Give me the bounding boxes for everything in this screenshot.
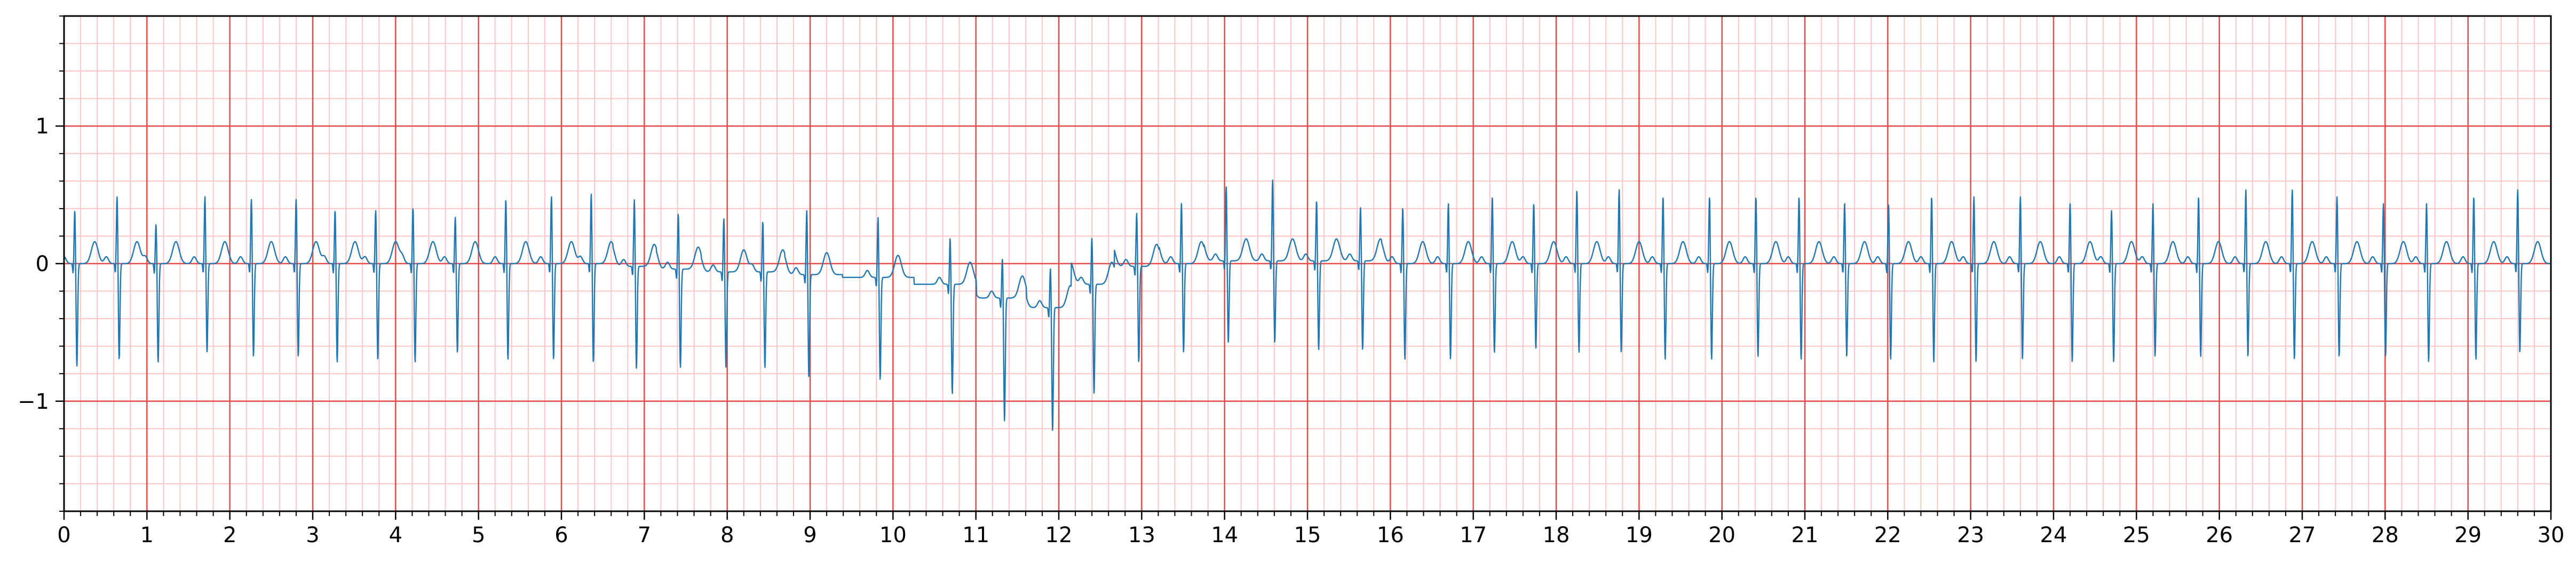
x-tick-label: 21 <box>1792 523 1819 548</box>
x-tick-label: 0 <box>57 523 70 548</box>
x-tick-label: 6 <box>554 523 568 548</box>
x-tick-label: 24 <box>2040 523 2067 548</box>
y-tick-label: −1 <box>18 390 49 414</box>
x-tick-label: 4 <box>389 523 402 548</box>
y-tick-label: 1 <box>36 114 49 139</box>
x-tick-label: 16 <box>1377 523 1404 548</box>
x-tick-label: 29 <box>2454 523 2482 548</box>
y-axis: −1 0 1 <box>18 15 64 512</box>
x-tick-label: 7 <box>638 523 651 548</box>
x-tick-label: 17 <box>1460 523 1487 548</box>
x-tick-label: 1 <box>140 523 154 548</box>
x-tick-label: 9 <box>803 523 817 548</box>
x-tick-label: 8 <box>720 523 734 548</box>
x-tick-label: 12 <box>1045 523 1073 548</box>
x-tick-label: 26 <box>2206 523 2233 548</box>
x-tick-label: 23 <box>1957 523 1984 548</box>
x-axis: 0 1 2 3 4 5 6 7 8 9 10 11 12 13 14 15 16 17 18 19 20 21 22 23 24… <box>57 511 2564 548</box>
x-tick-label: 22 <box>1874 523 1901 548</box>
ecg-trace-layer <box>64 179 2551 431</box>
x-tick-label: 15 <box>1294 523 1321 548</box>
x-tick-label: 13 <box>1128 523 1155 548</box>
x-tick-label: 5 <box>472 523 485 548</box>
y-tick-label: 0 <box>36 252 49 276</box>
ecg-trace-line <box>64 179 2551 431</box>
x-tick-label: 18 <box>1543 523 1570 548</box>
x-tick-label: 28 <box>2372 523 2399 548</box>
x-tick-label: 25 <box>2123 523 2150 548</box>
x-tick-label: 27 <box>2289 523 2316 548</box>
x-tick-label: 19 <box>1626 523 1653 548</box>
x-tick-label: 10 <box>879 523 907 548</box>
major-grid <box>64 16 2551 511</box>
x-tick-label: 20 <box>1708 523 1735 548</box>
x-tick-label: 30 <box>2538 523 2565 548</box>
x-tick-label: 14 <box>1211 523 1238 548</box>
x-tick-label: 11 <box>962 523 989 548</box>
x-tick-label: 2 <box>223 523 236 548</box>
x-tick-label: 3 <box>306 523 319 548</box>
